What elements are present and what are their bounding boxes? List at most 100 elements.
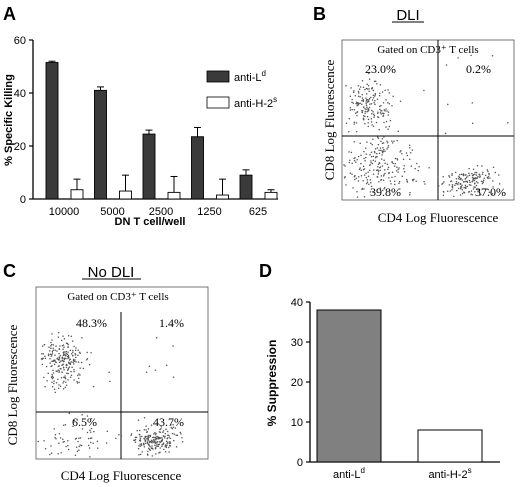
event-dot (367, 175, 370, 178)
event-dot (445, 64, 448, 66)
event-dot (62, 348, 64, 351)
event-dot (54, 391, 57, 394)
event-dot (154, 444, 156, 447)
event-dot (154, 441, 156, 443)
event-dot (67, 444, 69, 447)
event-dot (388, 125, 391, 128)
event-dot (64, 353, 66, 356)
event-dot (148, 296, 150, 298)
event-dot (60, 360, 62, 362)
event-dot (364, 115, 366, 118)
event-dot (359, 102, 361, 105)
event-dot (472, 177, 475, 180)
event-dot (68, 361, 70, 364)
event-dot (161, 443, 163, 446)
event-dot (68, 359, 71, 361)
event-dot (175, 434, 177, 436)
event-dot (507, 121, 509, 124)
panel-a-x-tick-label: 10000 (49, 206, 80, 218)
event-dot (362, 115, 365, 117)
event-dot (155, 453, 157, 455)
event-dot (366, 141, 368, 143)
event-dot (403, 167, 405, 170)
event-dot (480, 180, 483, 182)
event-dot (353, 141, 355, 143)
event-dot (364, 108, 366, 110)
event-dot (53, 380, 55, 382)
event-dot (461, 184, 463, 186)
event-dot (109, 380, 111, 383)
event-dot (370, 96, 372, 99)
event-dot (90, 427, 93, 430)
event-dot (148, 436, 150, 439)
event-dot (385, 126, 387, 128)
event-dot (58, 356, 61, 359)
event-dot (50, 345, 52, 347)
event-dot (355, 122, 358, 124)
event-dot (139, 445, 142, 447)
event-dot (382, 142, 385, 144)
event-dot (76, 382, 79, 384)
event-dot (370, 160, 372, 162)
event-dot (139, 435, 141, 438)
event-dot (356, 111, 359, 113)
event-dot (380, 175, 383, 177)
event-dot (372, 113, 375, 115)
panel-d-category-label-1: anti-Ld (333, 466, 365, 481)
event-dot (74, 354, 77, 356)
event-dot (391, 176, 393, 178)
event-dot (130, 434, 132, 437)
event-dot (481, 182, 484, 185)
event-dot (73, 419, 76, 422)
event-dot (485, 188, 487, 191)
event-dot (487, 170, 489, 172)
event-dot (155, 432, 157, 435)
event-dot (428, 167, 430, 169)
event-dot (491, 55, 494, 57)
event-dot (155, 337, 158, 339)
event-dot (453, 195, 455, 198)
event-dot (476, 177, 479, 179)
event-dot (363, 168, 366, 170)
event-dot (171, 432, 174, 435)
event-dot (181, 437, 183, 439)
event-dot (377, 116, 380, 118)
event-dot (353, 121, 356, 123)
event-dot (374, 148, 377, 150)
event-dot (50, 343, 53, 346)
event-dot (68, 412, 71, 415)
event-dot (64, 423, 67, 426)
event-dot (450, 180, 453, 182)
event-dot (65, 352, 68, 355)
event-dot (371, 162, 374, 165)
panel-b-events (343, 54, 509, 198)
event-dot (348, 161, 351, 164)
event-dot (416, 162, 418, 165)
event-dot (63, 376, 65, 379)
event-dot (492, 180, 494, 182)
event-dot (70, 370, 72, 373)
event-dot (377, 163, 380, 165)
event-dot (67, 343, 69, 346)
event-dot (369, 164, 371, 166)
event-dot (61, 344, 64, 347)
event-dot (465, 176, 468, 179)
event-dot (382, 115, 384, 118)
event-dot (49, 453, 51, 456)
event-dot (447, 103, 449, 106)
event-dot (73, 369, 75, 371)
event-dot (151, 455, 154, 457)
event-dot (362, 86, 365, 88)
event-dot (353, 90, 355, 92)
event-dot (59, 354, 62, 357)
panel-a-bar-anti-h2s (119, 190, 132, 200)
event-dot (379, 108, 381, 111)
event-dot (78, 373, 80, 375)
event-dot (89, 431, 92, 433)
panel-b-letter: B (313, 4, 326, 24)
event-dot (358, 92, 360, 94)
event-dot (378, 94, 381, 97)
event-dot (463, 187, 465, 189)
panel-a-x-tick-label: 1250 (197, 206, 221, 218)
event-dot (89, 441, 92, 444)
